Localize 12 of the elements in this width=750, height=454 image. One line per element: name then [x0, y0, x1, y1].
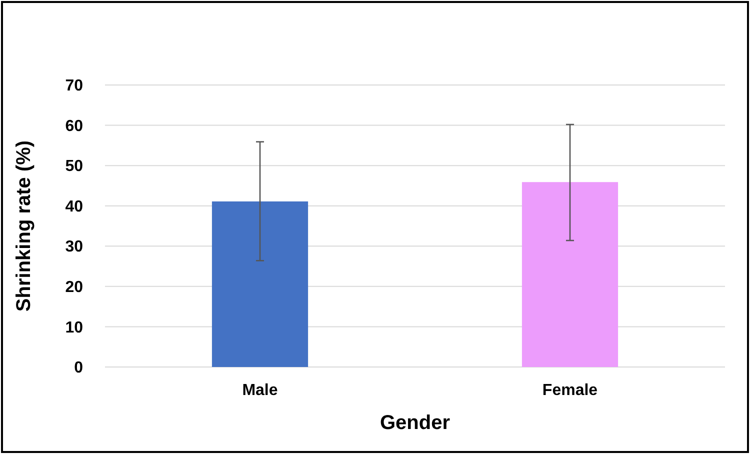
y-axis-title: Shrinking rate (%): [13, 140, 35, 312]
y-tick-label: 10: [65, 319, 84, 336]
y-tick-label: 30: [65, 238, 84, 256]
y-tick-label: 20: [65, 279, 84, 296]
y-tick-label: 40: [65, 198, 84, 216]
y-tick-label: 70: [65, 78, 84, 95]
y-tick-label: 0: [74, 360, 84, 377]
y-tick-label: 60: [65, 118, 84, 135]
y-tick-label: 50: [65, 158, 84, 176]
x-tick-label: Male: [242, 382, 278, 399]
x-axis-title: Gender: [380, 412, 450, 434]
x-tick-label: Female: [542, 382, 598, 399]
